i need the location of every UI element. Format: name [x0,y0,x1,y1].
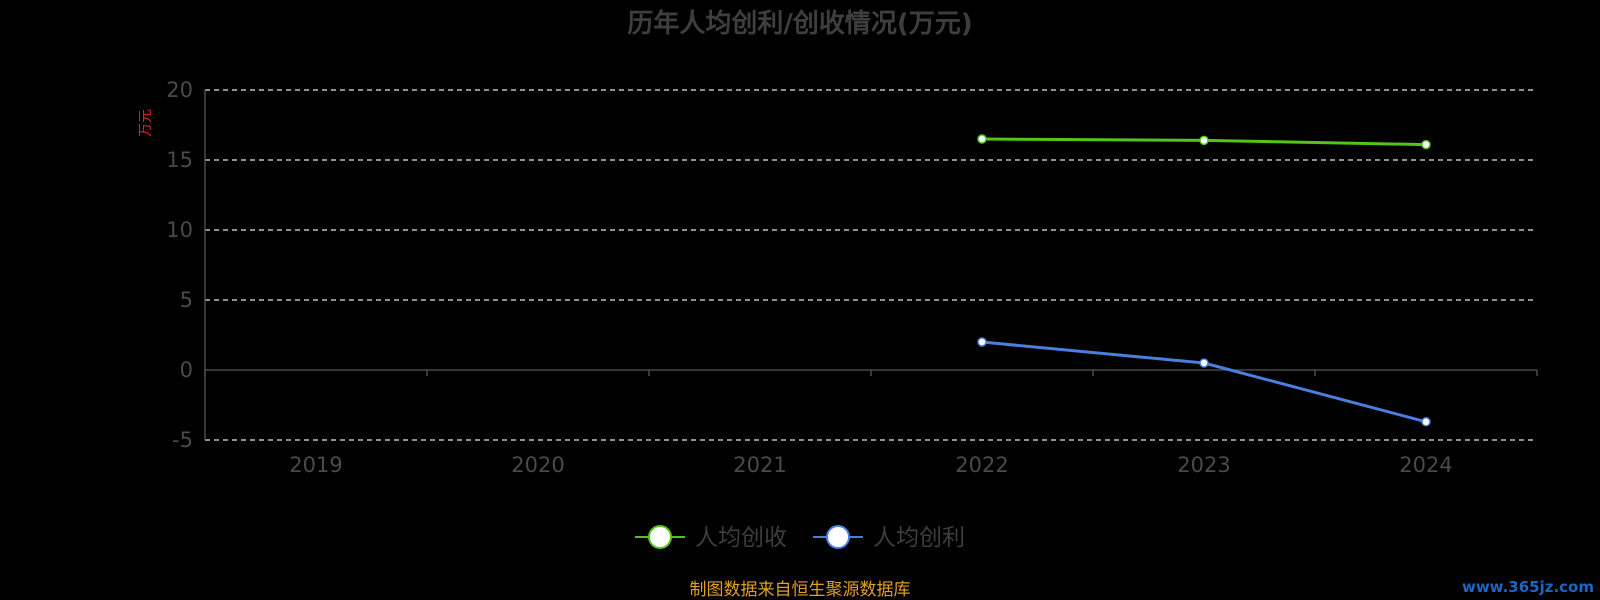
series-line-1 [980,340,1428,424]
y-tick-label: 0 [180,358,193,382]
series-group [977,134,1431,427]
data-point [1199,135,1209,146]
data-point [977,134,987,144]
data-source-note: 制图数据来自恒生聚源数据库 [690,580,911,600]
legend[interactable]: 人均创收 人均创利 [635,525,965,551]
data-point [1199,358,1209,368]
legend-item-0[interactable]: 人均创收 [635,525,787,551]
x-tick-label: 2022 [955,453,1008,477]
data-point [1421,139,1431,150]
legend-label: 人均创收 [695,525,787,551]
legend-item-1[interactable]: 人均创利 [813,525,965,551]
data-point [1421,417,1431,427]
x-tick-labels: 2019 2020 2021 2022 2023 2024 [289,453,1452,477]
watermark: www.365jz.com [1462,578,1594,596]
legend-label: 人均创利 [873,525,965,551]
legend-marker-icon [826,525,850,549]
chart-title: 历年人均创利/创收情况(万元) [627,8,972,39]
x-tick-label: 2021 [733,453,786,477]
x-tick-label: 2024 [1399,453,1452,477]
x-tick-label: 2023 [1177,453,1230,477]
y-tick-label: 10 [166,218,193,242]
x-tick-label: 2020 [511,453,564,477]
y-tick-label: 20 [166,78,193,102]
x-tick-label: 2019 [289,453,342,477]
legend-marker-icon [648,525,672,549]
y-tick-labels: -5 0 5 10 15 20 [166,78,193,452]
axes [204,90,1538,440]
y-axis-label: 万元 [138,109,154,137]
y-tick-label: 5 [180,288,193,312]
y-tick-label: -5 [172,428,193,452]
data-point [977,337,987,347]
y-tick-label: 15 [166,148,193,172]
grid-lines [205,89,1537,441]
